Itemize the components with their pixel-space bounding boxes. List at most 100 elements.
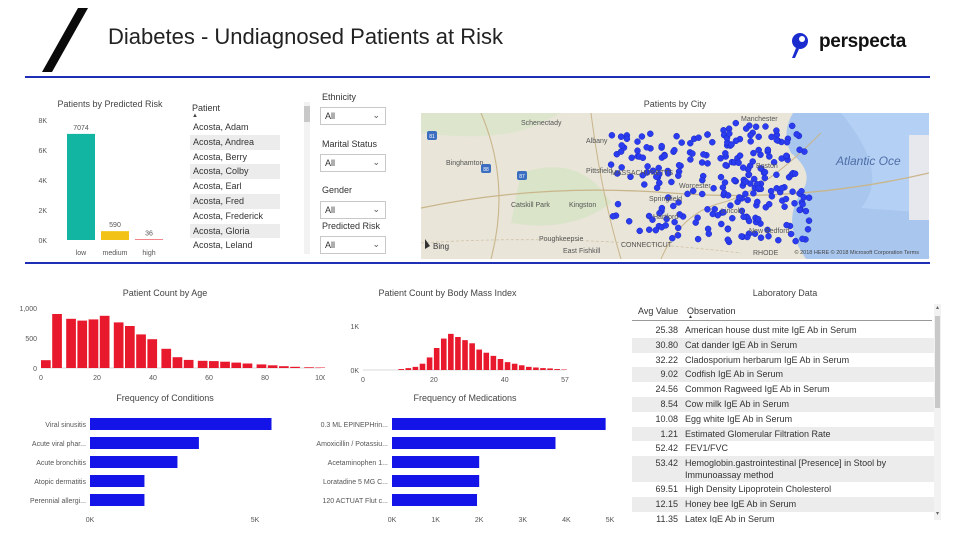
bmi_chart-bar[interactable] [462,340,468,370]
map-point[interactable] [802,207,810,215]
map-point[interactable] [638,133,646,140]
bmi_chart-bar[interactable] [554,369,560,370]
map-point[interactable] [639,154,647,162]
map-point[interactable] [618,142,625,149]
medications_chart-bar[interactable] [392,418,606,430]
map-point[interactable] [661,152,668,160]
map-point[interactable] [628,154,635,162]
map-point[interactable] [783,221,790,229]
map-point[interactable] [670,202,677,210]
conditions_chart-bar[interactable] [90,418,272,430]
age_chart-bar[interactable] [147,339,158,368]
map-point[interactable] [726,130,733,137]
lab-table-row[interactable]: 9.02 Codfish IgE Ab in Serum [632,367,935,383]
map-point[interactable] [617,133,625,140]
observation-column-header[interactable]: Observation [687,306,736,316]
age_chart-bar[interactable] [125,326,135,368]
map-point[interactable] [704,206,711,213]
map-point[interactable] [671,146,678,154]
map-point[interactable] [727,202,734,209]
patient-list-item[interactable]: Acosta, Gloria [190,223,280,239]
map-point[interactable] [609,213,617,220]
map-point[interactable] [634,138,641,145]
patient-list-scroll-thumb[interactable] [304,106,310,122]
map-point[interactable] [668,178,675,186]
map-point[interactable] [649,167,657,175]
map-point[interactable] [773,127,780,134]
bmi_chart-bar[interactable] [483,352,490,370]
scroll-up-icon[interactable]: ▴ [935,305,939,311]
age_chart-bar[interactable] [183,359,194,368]
map-point[interactable] [671,218,678,226]
lab-table-scrollbar[interactable]: ▴ ▾ [934,304,941,520]
map-point[interactable] [652,226,660,234]
map-point[interactable] [799,235,806,243]
patient-list-item[interactable]: Acosta, Adam [193,122,249,132]
map-point[interactable] [675,161,683,169]
map-point[interactable] [791,200,798,207]
map-point[interactable] [662,222,669,229]
bmi_chart-bar[interactable] [518,365,525,370]
map-point[interactable] [742,190,749,198]
lab-table-row[interactable]: 32.22 Cladosporium herbarum IgE Ab in Ser… [632,353,935,368]
map-point[interactable] [736,152,744,159]
conditions_chart-bar[interactable] [90,437,199,449]
map-point[interactable] [687,156,694,163]
map-point[interactable] [796,146,803,154]
map-point[interactable] [745,171,753,178]
map-point[interactable] [689,150,696,157]
map-point[interactable] [732,137,740,145]
bmi_chart-bar[interactable] [504,362,511,370]
bmi_chart-bar[interactable] [476,349,482,370]
map-point[interactable] [781,203,788,210]
lab-table-row[interactable]: 53.42 Hemoglobin.gastrointestinal [Presen… [632,456,935,483]
map-point[interactable] [788,122,796,130]
map-point[interactable] [731,176,738,184]
lab-table-row[interactable]: 24.56 Common Ragweed IgE Ab in Serum [632,382,935,397]
map-point[interactable] [673,132,680,140]
map-point[interactable] [778,184,786,192]
patient-list-scrollbar[interactable] [304,102,310,254]
map-point[interactable] [704,160,711,167]
lab-table-row[interactable]: 11.35 Latex IgE Ab in Serum [632,512,935,523]
map-point[interactable] [656,179,663,187]
map-point[interactable] [695,134,702,141]
map-point[interactable] [614,170,621,177]
map-point[interactable] [755,133,762,141]
bmi_chart-bar[interactable] [490,355,497,370]
marital-status-dropdown[interactable]: All ⌄ [320,154,386,172]
map-point[interactable] [750,149,757,157]
map-point[interactable] [676,211,683,218]
map-point[interactable] [644,163,651,170]
patient-list-item[interactable]: Acosta, Earl [193,181,242,192]
age_chart-bar[interactable] [52,314,62,368]
map-point[interactable] [607,161,615,168]
map-point[interactable] [775,236,782,244]
map-point[interactable] [698,159,706,166]
map-point[interactable] [796,206,803,214]
lab-table-scroll-thumb[interactable] [935,316,940,408]
map-point[interactable] [740,213,747,221]
lab-table-row[interactable]: 25.38 American house dust mite IgE Ab in … [632,323,935,338]
age_chart-bar[interactable] [304,367,314,368]
map-point[interactable] [663,215,670,223]
map-point[interactable] [783,138,791,146]
map-point[interactable] [689,187,697,195]
lab-table-row[interactable]: 12.15 Honey bee IgE Ab in Serum [632,496,935,512]
map-point[interactable] [798,187,805,195]
age_chart-bar[interactable] [113,322,124,368]
map-point[interactable] [717,173,725,181]
patient-list-item[interactable]: Acosta, Berry [193,151,248,162]
conditions_chart-bar[interactable] [90,475,145,487]
map-point[interactable] [664,170,672,177]
map-point[interactable] [658,142,665,150]
patient-list-item[interactable]: Acosta, Frederick [193,210,264,221]
age_chart-bar[interactable] [220,361,230,368]
map-point[interactable] [782,195,790,203]
map-point[interactable] [625,218,633,225]
map-point[interactable] [765,200,773,208]
bmi_chart-bar[interactable] [440,338,447,370]
lab-table-row[interactable]: 52.42 FEV1/FVC [632,441,935,456]
map-point[interactable] [735,159,742,167]
map-point[interactable] [623,135,631,143]
